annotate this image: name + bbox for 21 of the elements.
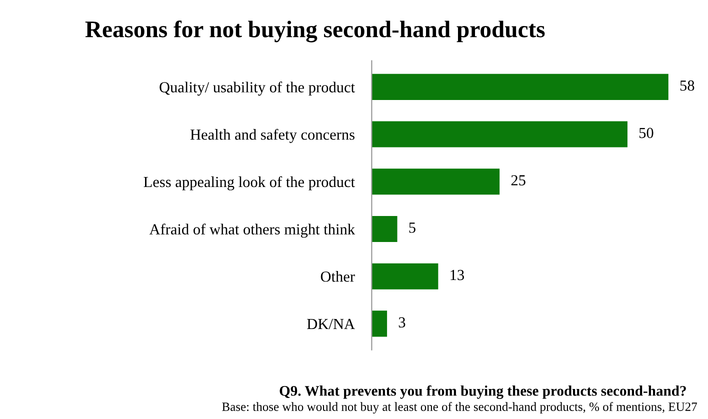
data-label: 25 (511, 175, 526, 186)
data-label: 5 (409, 222, 416, 233)
y-tick-label: Health and safety concerns (190, 128, 354, 143)
data-label: 58 (680, 80, 694, 91)
y-tick-label: DK/NA (307, 318, 355, 330)
bar (372, 74, 668, 100)
data-label: 3 (398, 317, 406, 328)
text: Q9. What prevents you from buying these products second-hand? (280, 385, 686, 399)
y-tick-label: Afraid of what others might think (149, 224, 356, 238)
text: Base: those who would not buy at least one of the second-hand products, % of mentions, EU27 (222, 402, 698, 414)
data-label: 13 (450, 270, 464, 280)
bar (372, 121, 628, 148)
data-label: 50 (639, 128, 654, 138)
bar (372, 310, 388, 337)
bar (372, 263, 438, 290)
y-tick-label: Less appealing look of the product (144, 176, 355, 190)
y-tick-label: Quality/ usability of the product (160, 82, 355, 96)
bar (372, 216, 398, 242)
chart-title: Reasons for not buying second-hand products (85, 20, 545, 42)
y-tick-label: Other (320, 271, 355, 282)
bar (372, 168, 500, 195)
